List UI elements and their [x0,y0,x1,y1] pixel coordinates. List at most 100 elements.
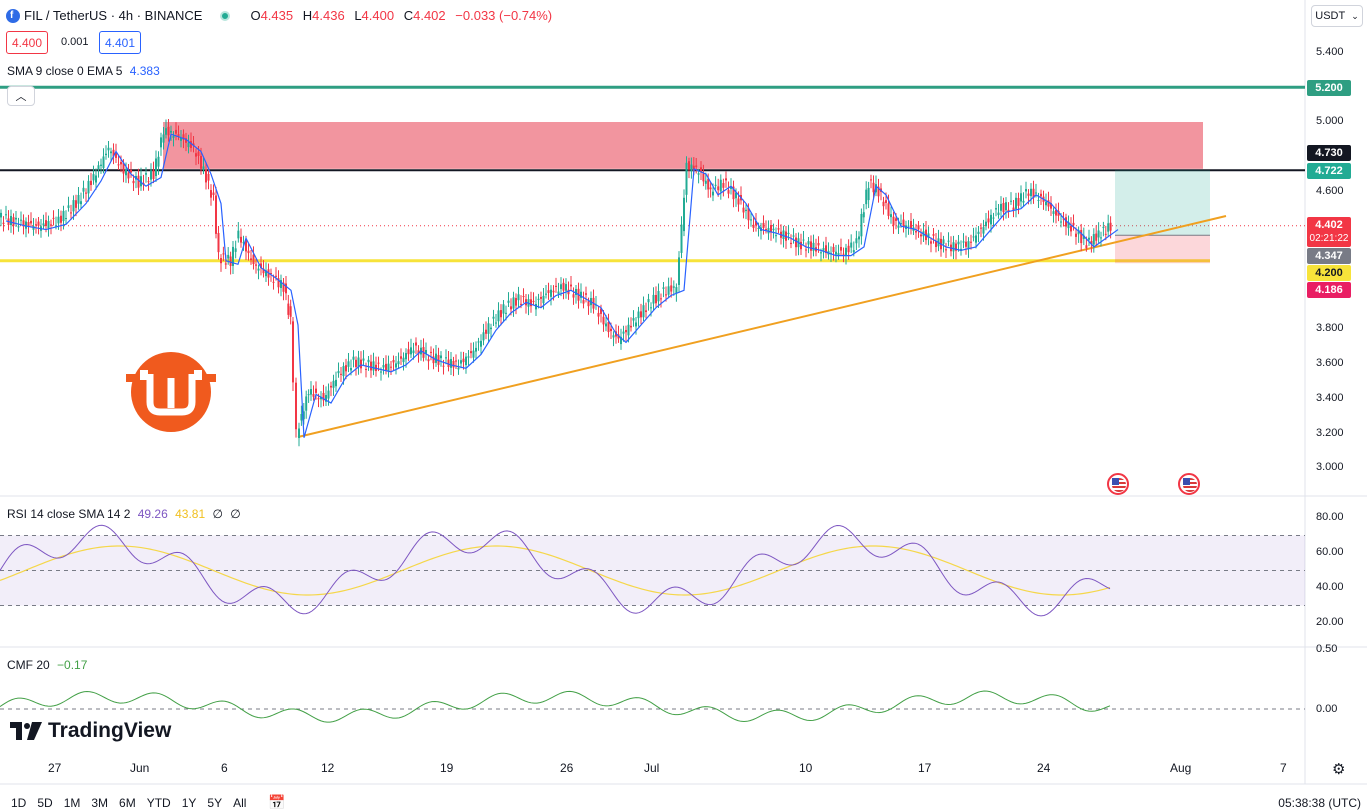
rsi-sma-value: 43.81 [175,507,206,521]
candle-body [282,282,285,292]
candle-body [1062,218,1065,220]
symbol-icon[interactable]: f [6,8,20,23]
candle-body [477,341,480,343]
level-4186-label[interactable]: 4.186 [1307,282,1351,298]
candle-body [234,248,237,252]
candle-body [380,371,382,373]
rsi-legend[interactable]: RSI 14 close SMA 14 2 49.26 43.81 ∅ ∅ [7,507,241,521]
candle-body [300,413,303,421]
candle-body [1027,193,1030,196]
candle-body [982,227,985,234]
clock[interactable]: 05:38:38 (UTC) [1278,795,1361,810]
cmf-legend[interactable]: CMF 20 −0.17 [7,658,87,672]
candle-body [495,322,497,324]
candle-body [492,316,495,319]
candle-body [302,411,305,420]
candle-body [972,236,975,238]
candle-body [688,161,690,170]
candle-body [224,263,227,265]
tf-5d[interactable]: 5D [37,795,53,810]
candle-body [387,363,390,372]
candle-body [57,216,60,224]
sma-legend[interactable]: SMA 9 close 0 EMA 5 4.383 [7,64,160,78]
spread-value: 0.001 [61,36,89,48]
candle-body [412,350,415,354]
candle-body [675,287,678,294]
candle-body [550,289,552,297]
candle-body [317,398,320,400]
candle-body [75,200,77,208]
tf-5y[interactable]: 5Y [207,795,223,810]
candle-body [930,241,932,244]
rsi-axis-label: 60.00 [1316,546,1344,558]
candle-body [1067,222,1070,229]
tradingview-logo[interactable]: TradingView [10,719,171,743]
level-5200-label[interactable]: 5.200 [1307,80,1351,96]
candle-body [427,359,430,362]
candle-body [962,241,965,243]
time-axis-label: 26 [560,761,574,775]
tf-1m[interactable]: 1M [63,795,81,810]
tf-ytd[interactable]: YTD [146,795,171,810]
candle-body [757,227,760,229]
candle-body [620,336,622,345]
tf-1d[interactable]: 1D [11,795,27,810]
currency-select[interactable]: USDT ⌄ [1311,5,1363,27]
low-label: L [354,8,362,23]
candle-body [405,353,407,360]
buy-price-button[interactable]: 4.401 [99,31,142,54]
candle-body [840,246,842,251]
candle-body [160,137,162,148]
level-4722-label[interactable]: 4.722 [1307,163,1351,179]
candle-body [395,363,397,368]
candle-body [220,258,222,264]
candle-body [347,361,350,367]
candle-body [772,228,775,231]
candle-body [115,152,117,158]
tf-6m[interactable]: 6M [119,795,136,810]
candle-body [782,230,785,239]
level-4730-label[interactable]: 4.730 [1307,145,1351,161]
candle-body [1015,197,1017,209]
calendar-range-icon[interactable]: 📅 [268,794,286,810]
candle-body [470,351,472,354]
collapse-legend-button[interactable]: ︿ [7,86,35,106]
candle-body [1007,209,1010,212]
candle-body [717,186,720,191]
symbol-title[interactable]: FIL / TetherUS · 4h · BINANCE [24,8,203,23]
candle-body [95,175,97,183]
price-axis-label: 4.600 [1316,185,1344,197]
candle-body [587,301,590,307]
tf-all[interactable]: All [233,795,247,810]
candle-body [612,335,615,338]
close-label: C [403,8,414,23]
candle-body [255,264,257,266]
tf-3m[interactable]: 3M [91,795,109,810]
candle-body [17,226,20,228]
ohlc-values: O4.435 H4.436 L4.400 C4.402 −0.033 (−0.7… [244,8,552,23]
candle-body [580,291,582,298]
rsi-extra-1: ∅ [212,507,223,521]
candle-body [1002,202,1005,213]
candle-body [60,215,62,223]
chart-settings-gear-icon[interactable]: ⚙ [1332,761,1346,778]
candle-body [1022,200,1025,203]
candle-body [640,311,642,318]
candle-body [650,307,652,309]
time-axis-label: 19 [440,761,454,775]
candle-body [175,129,177,134]
us-flag-event-icon-2[interactable] [1178,473,1200,495]
sell-price-button[interactable]: 4.400 [6,31,49,54]
candle-body [45,220,47,227]
candle-body [552,290,555,293]
candle-body [120,162,122,165]
level-4347-label[interactable]: 4.347 [1307,248,1351,264]
tf-1y[interactable]: 1Y [181,795,197,810]
candle-body [867,187,870,201]
candle-body [165,128,167,135]
us-flag-event-icon[interactable] [1107,473,1129,495]
candle-body [747,207,750,221]
candle-body [52,217,55,219]
level-4200-label[interactable]: 4.200 [1307,265,1351,281]
